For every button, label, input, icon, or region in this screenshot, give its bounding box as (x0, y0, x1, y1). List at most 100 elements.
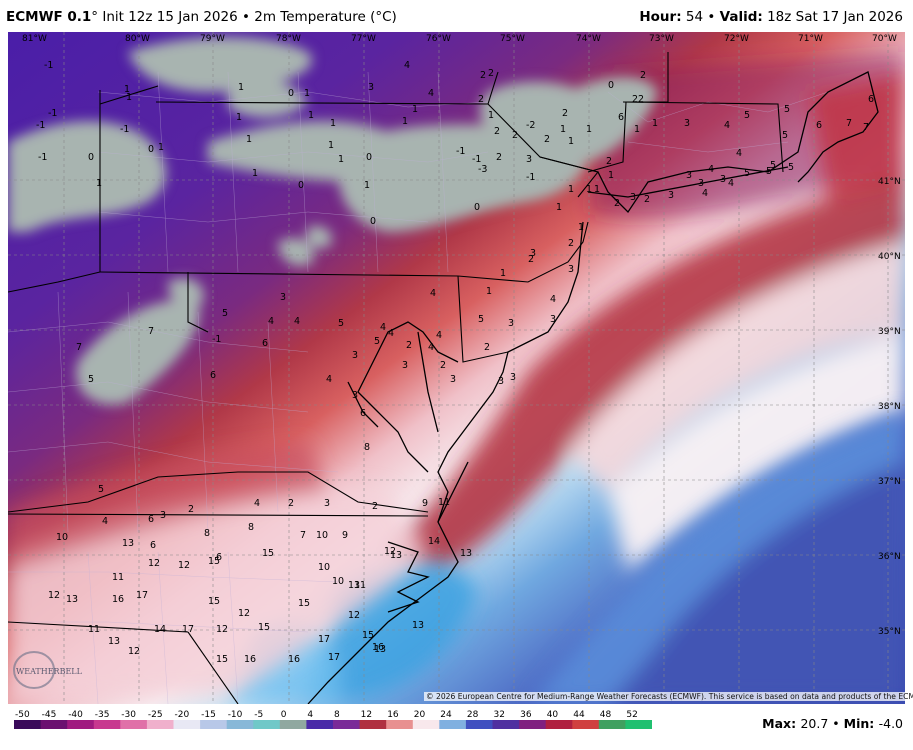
valid-time: Hour: 54 • Valid: 18z Sat 17 Jan 2026 (639, 9, 903, 25)
station-temp-label: 6 (148, 514, 154, 525)
station-temp-label: 16 (372, 642, 384, 653)
station-temp-label: 1 (402, 116, 408, 127)
station-temp-label: 12 (178, 560, 190, 571)
station-temp-label: 3 (630, 192, 636, 203)
station-temp-label: 17 (318, 634, 330, 645)
station-temp-label: 4 (268, 316, 274, 327)
station-temp-label: 8 (204, 528, 210, 539)
station-temp-label: 15 (298, 598, 310, 609)
station-temp-label: 3 (498, 376, 504, 387)
station-temp-label: 2 (568, 238, 574, 249)
field-unit: °C (375, 9, 392, 25)
station-temp-label: 3 (550, 314, 556, 325)
colorbar-swatch (226, 720, 254, 729)
station-temp-label: 5 (770, 160, 776, 171)
station-temp-label: 6 (216, 552, 222, 563)
station-temp-label: 1 (556, 202, 562, 213)
colorbar-swatch (67, 720, 95, 729)
station-temp-label: 14 (428, 536, 440, 547)
station-temp-label: -1 (36, 120, 45, 131)
station-temp-label: 2 (544, 134, 550, 145)
station-temp-label: 1 (634, 124, 640, 135)
colorbar-tick-label: -20 (175, 710, 190, 720)
station-temp-label: 3 (530, 248, 536, 259)
station-temp-label: 12 (384, 546, 396, 557)
max-label: Max: (762, 716, 797, 731)
station-temp-label: 2 (632, 94, 638, 105)
colorbar-tick-label: 36 (520, 710, 532, 720)
hour-value: 54 (685, 9, 704, 25)
field-name: 2m Temperature ( (254, 9, 376, 25)
station-temp-label: -3 (478, 164, 487, 175)
lat-label: 40°N (878, 252, 901, 262)
lon-label: 80°W (125, 34, 150, 44)
colorbar-tick-label: 0 (281, 710, 287, 720)
station-temp-label: 5 (744, 110, 750, 121)
station-temp-label: 15 (262, 548, 274, 559)
lat-label: 39°N (878, 327, 901, 337)
station-temp-label: 1 (568, 184, 574, 195)
station-temp-label: 1 (586, 184, 592, 195)
warm-land (8, 442, 428, 704)
station-temp-label: 2 (494, 126, 500, 137)
station-temp-label: 12 (128, 646, 140, 657)
colorbar-tick-label: -5 (254, 710, 263, 720)
lon-label: 70°W (872, 34, 897, 44)
station-temp-label: 10 (318, 562, 330, 573)
station-temp-label: 12 (348, 610, 360, 621)
station-temp-label: -1 (456, 146, 465, 157)
station-temp-label: 5 (478, 314, 484, 325)
station-temp-label: 1 (364, 180, 370, 191)
lon-label: 77°W (351, 34, 376, 44)
station-temp-label: 13 (460, 548, 472, 559)
colorbar-tick-label: 40 (547, 710, 559, 720)
station-temp-label: 1 (246, 134, 252, 145)
station-temp-label: 1 (338, 154, 344, 165)
station-temp-label: 5 (766, 166, 772, 177)
colorbar-swatch (253, 720, 281, 729)
station-temp-label: 6 (262, 338, 268, 349)
station-temp-label: -1 (472, 154, 481, 165)
graticule (8, 32, 905, 704)
colorbar-swatch (519, 720, 547, 729)
station-temp-label: 3 (668, 190, 674, 201)
station-temp-label: 1 (236, 112, 242, 123)
station-temp-label: 0 (298, 180, 304, 191)
temperature-map[interactable]: 81°W 80°W 79°W 78°W 77°W 76°W 75°W 74°W … (8, 32, 905, 704)
lon-label: 76°W (426, 34, 451, 44)
station-temp-label: 17 (328, 652, 340, 663)
station-temp-label: 4 (708, 164, 714, 175)
station-temp-label: 15 (208, 596, 220, 607)
colorbar-swatch (359, 720, 387, 729)
station-temp-label: 2 (638, 94, 644, 105)
longitude-labels: 81°W 80°W 79°W 78°W 77°W 76°W 75°W 74°W … (22, 34, 897, 44)
lon-label: 74°W (576, 34, 601, 44)
station-temp-label: 10 (316, 530, 328, 541)
station-temp-label: 11 (438, 497, 450, 508)
station-temp-label: 4 (724, 120, 730, 131)
station-temp-label: 7 (863, 122, 869, 133)
colorbar-tick-label: 28 (467, 710, 479, 720)
map-header: ECMWF 0.1° Init 12z 15 Jan 2026 • 2m Tem… (0, 0, 913, 32)
station-temp-label: 16 (112, 594, 124, 605)
station-temp-label: 1 (652, 118, 658, 129)
station-temp-label: 10 (332, 576, 344, 587)
station-temp-label: 3 (686, 170, 692, 181)
station-temp-label: 2 (606, 156, 612, 167)
station-temp-label: 3 (280, 292, 286, 303)
latitude-labels: 41°N 40°N 39°N 38°N 37°N 36°N 35°N (878, 177, 901, 637)
station-temp-label: 3 (526, 154, 532, 165)
max-value: 20.7 (800, 716, 829, 731)
station-temp-label: 2 (640, 70, 646, 81)
station-temp-label: 12 (148, 558, 160, 569)
station-temp-label: 3 (450, 374, 456, 385)
colorbar-swatch (120, 720, 148, 729)
station-temp-label: 1 (126, 92, 132, 103)
station-temp-label: 1 (238, 82, 244, 93)
station-temp-label: 3 (720, 174, 726, 185)
station-temp-label: 5 (782, 130, 788, 141)
station-temp-label: 17 (182, 624, 194, 635)
station-temp-label: 12 (216, 624, 228, 635)
station-temp-label: 2 (372, 501, 378, 512)
station-temp-label: 5 (98, 484, 104, 495)
